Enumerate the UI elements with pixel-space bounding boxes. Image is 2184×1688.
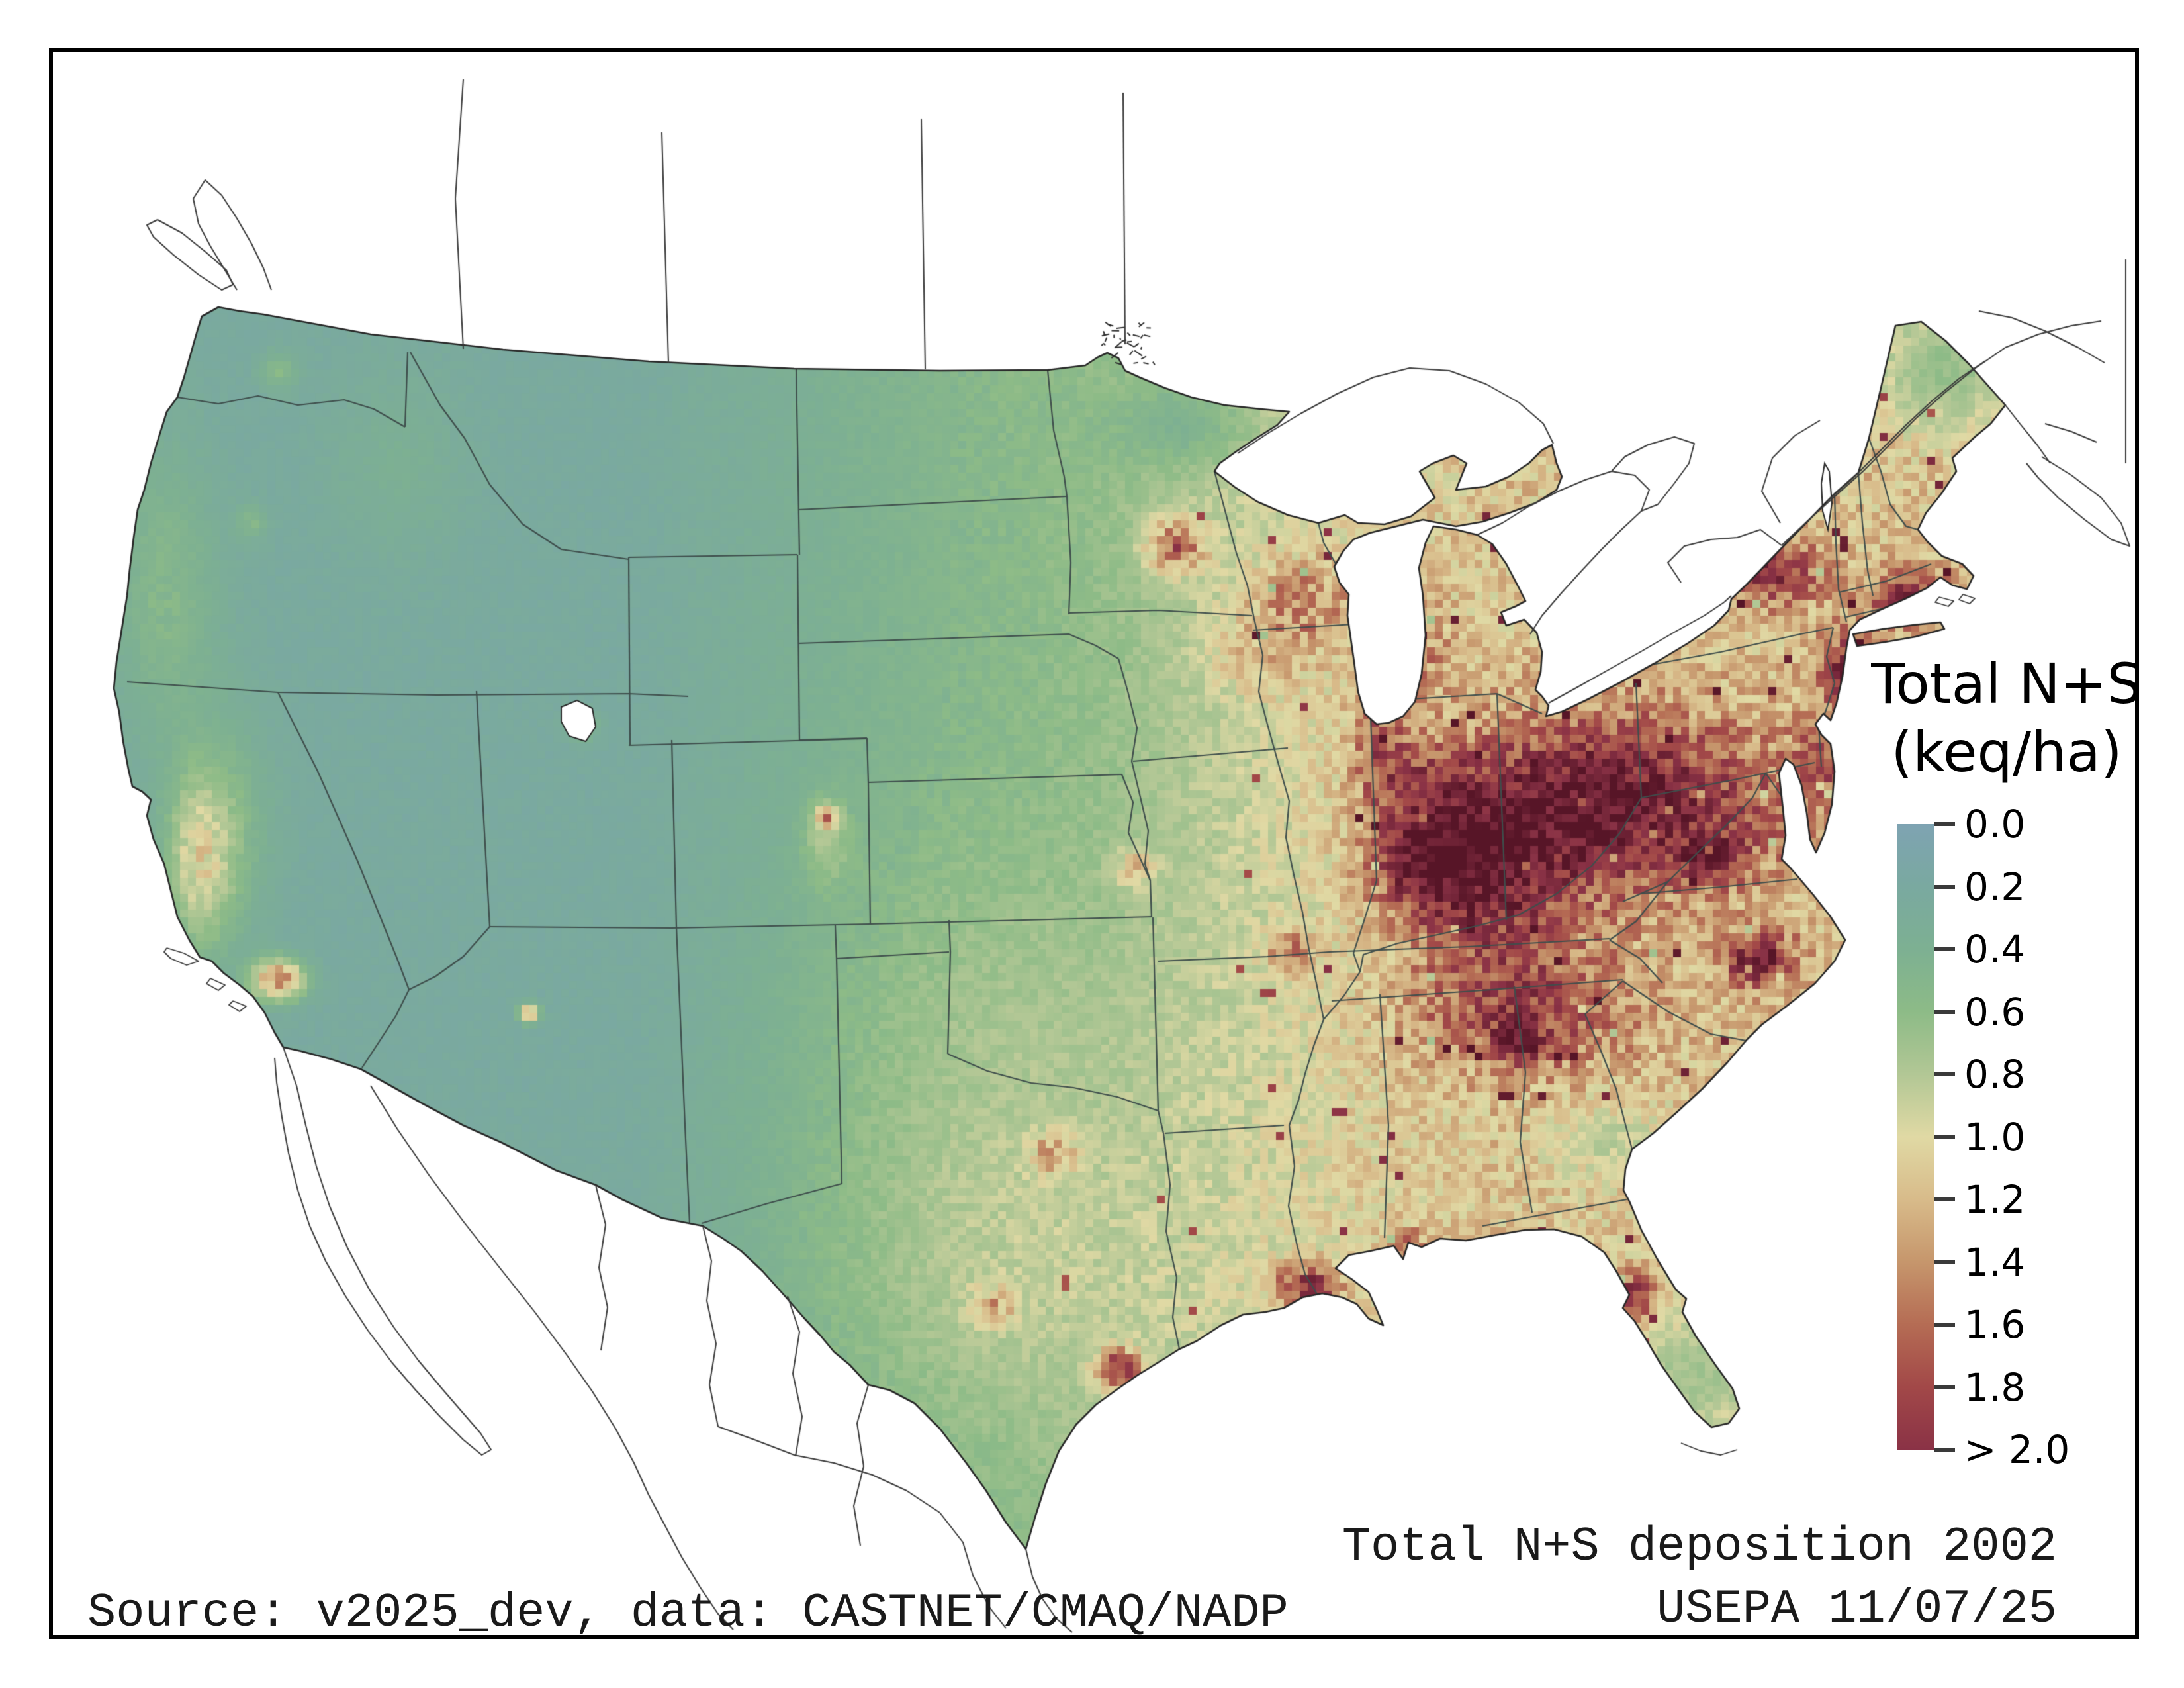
colorbar-tick-mark <box>1934 1323 1955 1327</box>
colorbar-tick-label: 0.4 <box>1964 927 2026 972</box>
colorbar-tick-mark <box>1934 1260 1955 1264</box>
legend-title: Total N+S (keq/ha) <box>1861 650 2152 786</box>
colorbar-tick-mark <box>1934 1448 1955 1452</box>
colorbar-tick-label: 0.2 <box>1964 864 2026 910</box>
colorbar-tick-mark <box>1934 1009 1955 1014</box>
legend-title-line1: Total N+S <box>1871 651 2142 716</box>
agency-date-label: USEPA 11/07/25 <box>1657 1582 2057 1636</box>
colorbar-gradient <box>1897 824 1934 1450</box>
colorbar-tick-mark <box>1934 1385 1955 1389</box>
colorbar-tick-label: 0.6 <box>1964 989 2026 1035</box>
source-label: Source: v2025_dev, data: CASTNET/CMAQ/NA… <box>87 1586 1289 1640</box>
colorbar-tick-label: 1.2 <box>1964 1177 2026 1222</box>
colorbar-tick-label: 1.0 <box>1964 1114 2026 1160</box>
colorbar-tick-label: 0.0 <box>1964 802 2026 847</box>
colorbar-tick-mark <box>1934 1197 1955 1201</box>
colorbar-tick-label: 1.6 <box>1964 1302 2026 1347</box>
colorbar-tick-label: 0.8 <box>1964 1052 2026 1097</box>
colorbar-tick-mark <box>1934 1135 1955 1139</box>
colorbar-tick-mark <box>1934 947 1955 951</box>
colorbar-tick-label: > 2.0 <box>1964 1427 2070 1472</box>
map-caption: Total N+S deposition 2002 <box>1342 1520 2057 1574</box>
colorbar-tick-label: 1.8 <box>1964 1364 2026 1410</box>
colorbar-tick-mark <box>1934 884 1955 889</box>
legend-title-line2: (keq/ha) <box>1891 720 2122 784</box>
colorbar-tick-mark <box>1934 1072 1955 1076</box>
colorbar-tick-mark <box>1934 822 1955 826</box>
colorbar-tick-label: 1.4 <box>1964 1239 2026 1285</box>
